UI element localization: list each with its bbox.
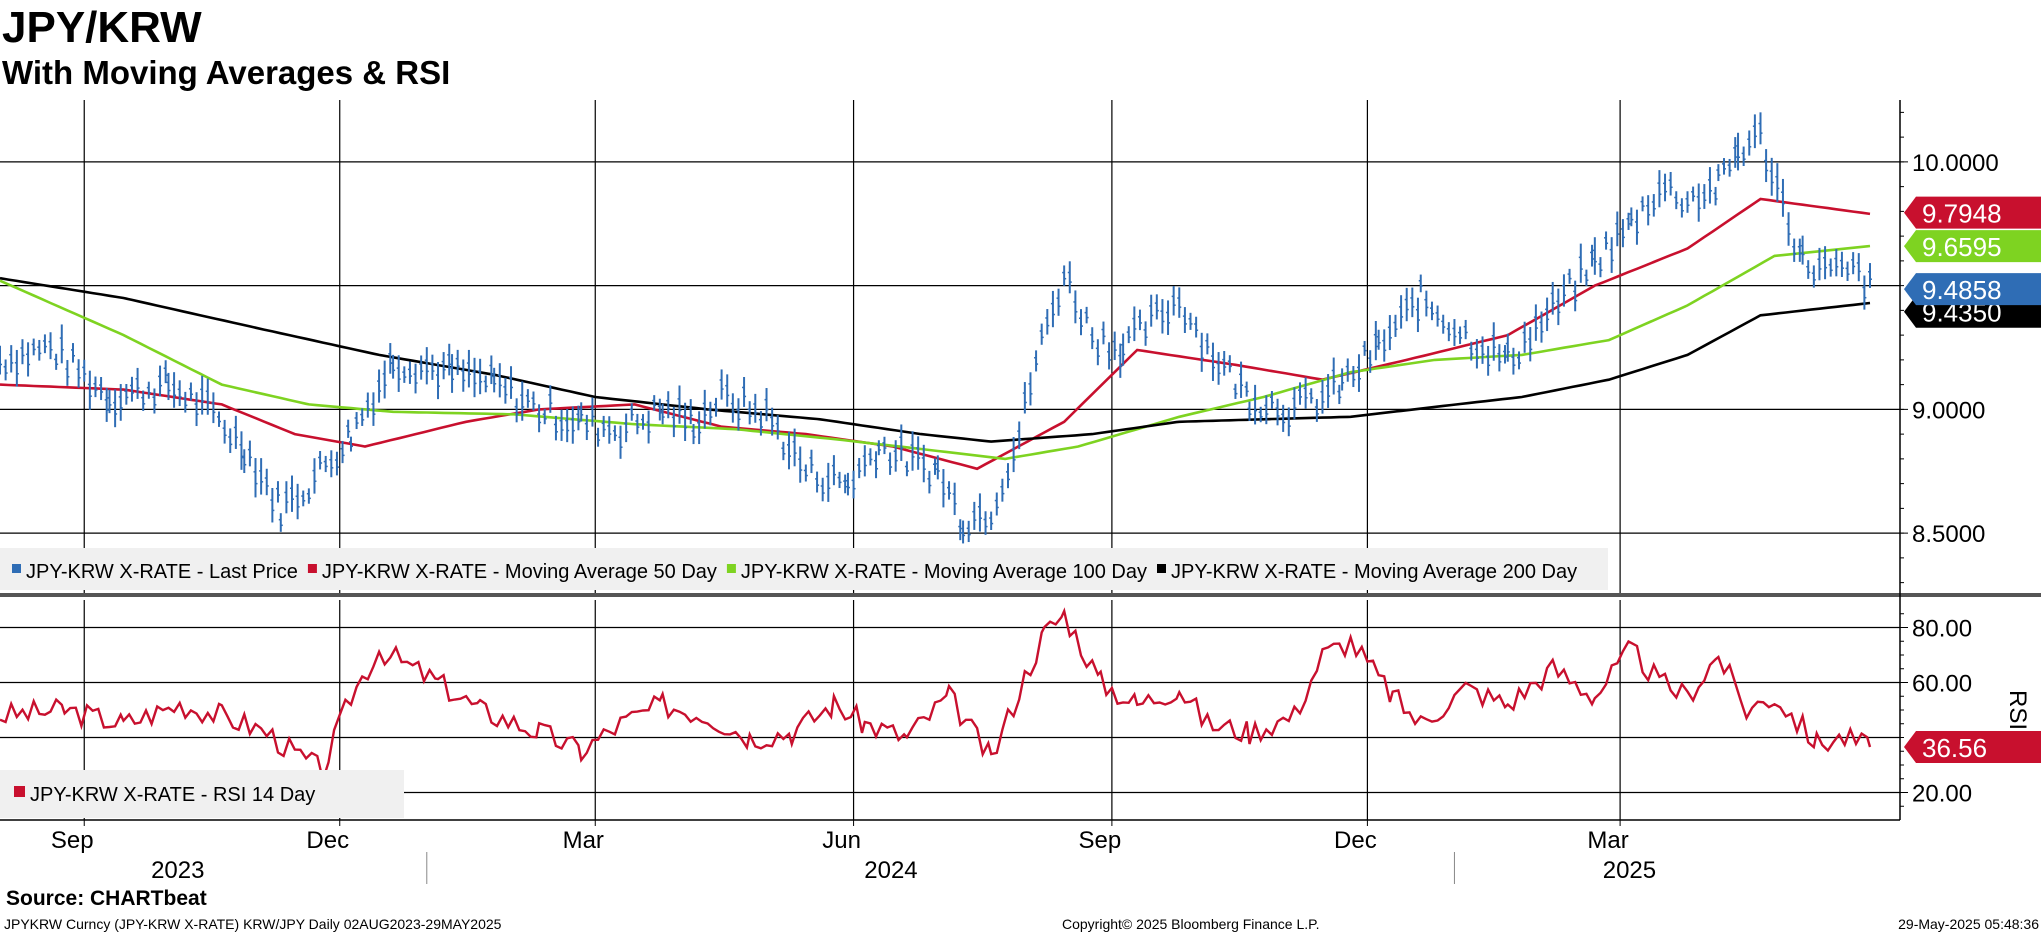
- footer-timestamp: 29-May-2025 05:48:36: [1898, 916, 2039, 932]
- price-legend-bg: [0, 548, 1608, 590]
- x-month-label: Dec: [1334, 827, 1377, 854]
- axes-layer: Sep Dec Mar Jun Sep Dec Mar 2023 2024 2025 10.0000…: [0, 100, 2041, 884]
- chart-title: JPY/KRW: [2, 3, 202, 52]
- footer-copyright: Copyright© 2025 Bloomberg Finance L.P.: [1062, 916, 1320, 932]
- price-y-tick-label: 10.0000: [1912, 150, 1999, 177]
- tag-rsi-label: 36.56: [1922, 733, 1987, 763]
- legend-swatch: [1157, 564, 1166, 573]
- x-month-label: Sep: [51, 827, 94, 854]
- rsi-series-layer: [0, 607, 1872, 785]
- legend-label: JPY-KRW X-RATE - Last Price: [26, 561, 298, 583]
- ma-line-1: [0, 197, 1871, 471]
- tag-ma100: 9.6595: [1904, 230, 2041, 263]
- legend-label: JPY-KRW X-RATE - Moving Average 200 Day: [1171, 561, 1577, 583]
- tag-price-shape: [1904, 273, 2041, 306]
- price-grid: [0, 100, 1900, 595]
- legend-label: JPY-KRW X-RATE - RSI 14 Day: [30, 784, 315, 806]
- x-year-label: 2025: [1603, 857, 1656, 884]
- rsi-y-axis-label: RSI: [2004, 690, 2031, 730]
- legends-layer: JPY-KRW X-RATE - Last Price JPY-KRW X-RAT…: [0, 548, 1608, 818]
- x-month-label: Mar: [563, 827, 604, 854]
- legend-swatch: [14, 786, 25, 797]
- legend-label: JPY-KRW X-RATE - Moving Average 50 Day: [322, 561, 717, 583]
- chart-subtitle: With Moving Averages & RSI: [2, 54, 451, 91]
- rsi-line: [0, 607, 1872, 785]
- rsi-legend-bg: [0, 770, 404, 818]
- x-month-label: Mar: [1587, 827, 1628, 854]
- source-label: Source: CHARTbeat: [6, 887, 207, 910]
- x-month-label: Jun: [822, 827, 861, 854]
- price-series-layer: [0, 112, 1872, 544]
- legend-swatch: [307, 564, 317, 573]
- ma-line-2: [0, 244, 1871, 461]
- legend-label: JPY-KRW X-RATE - Moving Average 100 Day: [741, 561, 1147, 583]
- rsi-y-tick-label: 60.00: [1912, 671, 1972, 698]
- rsi-y-tick-label: 20.00: [1912, 781, 1972, 808]
- tag-rsi-shape: [1904, 730, 2041, 763]
- legend-swatch: [12, 564, 21, 573]
- tag-ma100-shape: [1904, 230, 2041, 263]
- x-month-label: Sep: [1079, 827, 1122, 854]
- tag-ma100-label: 9.6595: [1922, 232, 2002, 262]
- x-year-label: 2023: [151, 857, 204, 884]
- price-y-tick-label: 9.0000: [1912, 397, 1985, 424]
- price-y-tick-label: 8.5000: [1912, 521, 1985, 548]
- tag-rsi: 36.56: [1904, 730, 2041, 763]
- tag-price: 9.4858: [1904, 273, 2041, 306]
- ma-line-3: [0, 276, 1871, 443]
- rsi-y-tick-label: 80.00: [1912, 616, 1972, 643]
- tag-ma50: 9.7948: [1904, 196, 2041, 229]
- x-year-label: 2024: [864, 857, 917, 884]
- tag-ma50-label: 9.7948: [1922, 199, 2002, 229]
- footer-ticker-info: JPYKRW Curncy (JPY-KRW X-RATE) KRW/JPY D…: [4, 916, 502, 932]
- tag-ma50-shape: [1904, 196, 2041, 229]
- x-month-label: Dec: [306, 827, 349, 854]
- tag-price-label: 9.4858: [1922, 275, 2002, 305]
- legend-swatch: [726, 564, 736, 573]
